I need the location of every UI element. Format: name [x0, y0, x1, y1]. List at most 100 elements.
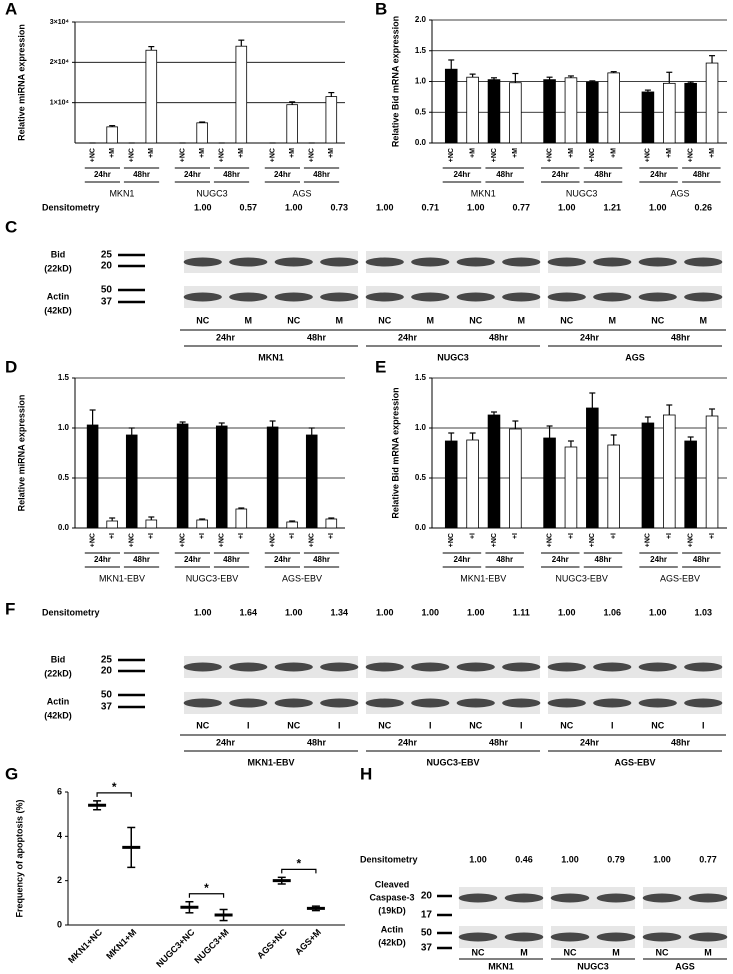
- time-label: 48hr: [223, 170, 240, 179]
- x-tick-label: +NC: [219, 148, 226, 162]
- band: [411, 698, 450, 708]
- time-label: 48hr: [595, 555, 612, 564]
- blot-strip: [551, 887, 635, 909]
- blot-strip: [548, 692, 722, 714]
- bar: [145, 519, 158, 529]
- band: [365, 698, 404, 708]
- lane-label: M: [245, 315, 253, 325]
- bar: [487, 79, 501, 144]
- x-tick-label: AGS+M: [293, 927, 323, 957]
- bar: [663, 82, 676, 144]
- blot-strip: [366, 286, 540, 308]
- bar: [543, 79, 556, 144]
- time-label: 24hr: [184, 170, 201, 179]
- x-tick-label: +I: [238, 533, 245, 539]
- bar: [684, 440, 697, 529]
- bar: [509, 428, 522, 529]
- band: [274, 292, 313, 302]
- panel-letter: A: [5, 0, 17, 18]
- group-label: MKN1: [471, 188, 496, 198]
- x-tick-label: +NC: [546, 533, 553, 547]
- group-label: MKN1: [488, 961, 514, 971]
- lane-label: M: [609, 315, 617, 325]
- band: [550, 893, 590, 903]
- group-label: NUGC3: [196, 188, 228, 198]
- y-tick-label: 4: [57, 831, 62, 841]
- time-label: 24hr: [94, 555, 111, 564]
- densitometry-value: 0.71: [421, 202, 439, 212]
- band: [504, 893, 544, 903]
- x-tick-label: +M: [512, 148, 519, 158]
- x-tick-label: +I: [289, 533, 296, 539]
- significance-label: *: [204, 881, 209, 895]
- densitometry-value: 1.00: [467, 607, 485, 617]
- band: [365, 292, 404, 302]
- blot-strip: [184, 286, 358, 308]
- blot-strip: [548, 251, 722, 273]
- bar: [466, 439, 479, 529]
- band: [547, 662, 586, 672]
- y-tick-label: 1.0: [415, 423, 427, 432]
- blot-strip: [548, 656, 722, 678]
- band: [684, 698, 723, 708]
- x-tick-label: +M: [611, 148, 618, 158]
- blot-strip: [643, 926, 727, 948]
- bar: [106, 126, 118, 144]
- densitometry-value: 1.00: [558, 607, 576, 617]
- panel-letter: B: [375, 0, 387, 18]
- densitometry-value: 1.00: [421, 607, 439, 617]
- bar: [641, 91, 655, 144]
- marker-label: 50: [101, 285, 113, 296]
- significance-bracket: [281, 868, 317, 874]
- densitometry-value: 0.73: [330, 202, 348, 212]
- lane-label: NC: [651, 720, 664, 730]
- blot-strip: [184, 656, 358, 678]
- row-label: (22kD): [44, 668, 72, 678]
- lane-label: NC: [472, 947, 485, 957]
- lane-label: NC: [560, 720, 573, 730]
- band: [411, 292, 450, 302]
- band: [411, 257, 450, 267]
- bar: [215, 425, 228, 529]
- band: [274, 698, 313, 708]
- time-label: 48hr: [313, 170, 330, 179]
- row-label: (22kD): [44, 263, 72, 273]
- bar: [705, 415, 719, 529]
- x-tick-label: NUGC3+M: [192, 927, 230, 965]
- group-label: NUGC3-EBV: [186, 573, 239, 583]
- time-label: 24hr: [216, 737, 236, 747]
- band: [684, 662, 723, 672]
- x-tick-label: +M: [469, 148, 476, 158]
- time-label: 48hr: [671, 737, 691, 747]
- bar: [564, 446, 578, 529]
- x-tick-label: +NC: [89, 533, 96, 547]
- bar: [305, 434, 318, 529]
- time-label: 48hr: [313, 555, 330, 564]
- time-label: 24hr: [453, 170, 470, 179]
- time-label: 48hr: [133, 555, 150, 564]
- densitometry-value: 0.46: [515, 854, 533, 864]
- x-tick-label: +M: [568, 148, 575, 158]
- group-label: AGS: [292, 188, 311, 198]
- bar: [607, 72, 620, 144]
- x-tick-label: +NC: [645, 148, 652, 162]
- x-tick-label: +I: [611, 533, 618, 539]
- x-tick-label: NUGC3+NC: [154, 927, 197, 970]
- panel-letter: D: [5, 357, 17, 376]
- band: [183, 292, 222, 302]
- panel-letter: H: [360, 764, 372, 783]
- densitometry-value: 1.06: [603, 607, 621, 617]
- time-label: 48hr: [671, 332, 691, 342]
- lane-label: NC: [196, 315, 209, 325]
- bar: [444, 68, 458, 144]
- x-tick-label: +M: [238, 148, 245, 158]
- marker-label: 20: [101, 666, 113, 677]
- bar: [196, 122, 208, 144]
- bar: [641, 422, 655, 529]
- densitometry-value: 1.00: [558, 202, 576, 212]
- y-tick-label: 3×10⁴: [50, 19, 70, 26]
- densitometry-value: 0.77: [512, 202, 530, 212]
- densitometry-label: Densitometry: [42, 202, 100, 212]
- densitometry-value: 1.00: [469, 854, 487, 864]
- lane-label: I: [338, 720, 341, 730]
